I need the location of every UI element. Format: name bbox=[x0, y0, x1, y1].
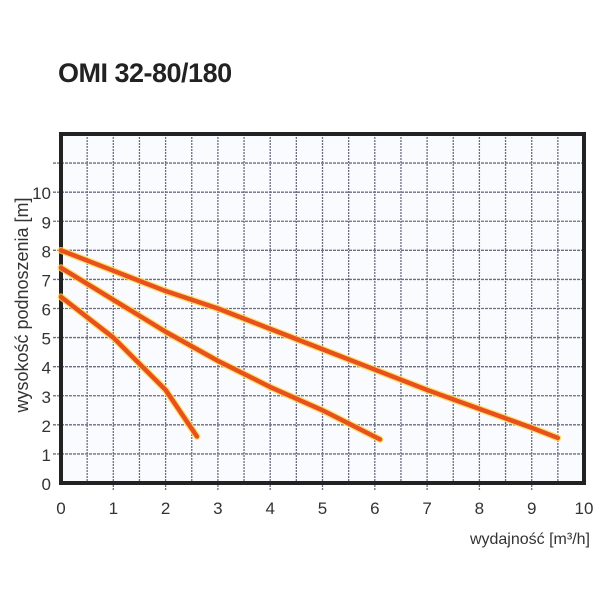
chart-title: OMI 32-80/180 bbox=[58, 58, 232, 88]
y-tick-label: 6 bbox=[42, 301, 51, 320]
y-tick-label: 0 bbox=[42, 475, 51, 494]
x-tick-label: 3 bbox=[213, 499, 222, 518]
pump-curve-line-1 bbox=[58, 294, 200, 439]
y-tick-label: 10 bbox=[32, 184, 51, 203]
pump-curve-line-3 bbox=[58, 248, 561, 441]
y-tick-label: 8 bbox=[42, 242, 51, 261]
pump-curve-line-2 bbox=[58, 265, 383, 442]
x-tick-label: 8 bbox=[475, 499, 484, 518]
x-tick-label: 7 bbox=[422, 499, 431, 518]
y-axis-label: wysokość podnoszenia [m] bbox=[12, 197, 32, 413]
x-tick-label: 1 bbox=[109, 499, 118, 518]
x-tick-label: 10 bbox=[575, 499, 594, 518]
x-tick-label: 0 bbox=[56, 499, 65, 518]
x-tick-label: 5 bbox=[318, 499, 327, 518]
y-tick-label: 9 bbox=[42, 213, 51, 232]
y-tick-label: 5 bbox=[42, 330, 51, 349]
plot-frame bbox=[59, 132, 586, 485]
x-tick-label: 2 bbox=[161, 499, 170, 518]
y-tick-label: 1 bbox=[42, 446, 51, 465]
x-tick-label: 9 bbox=[527, 499, 536, 518]
x-tick-label: 4 bbox=[265, 499, 274, 518]
y-tick-label: 3 bbox=[42, 388, 51, 407]
y-tick-label: 4 bbox=[42, 359, 51, 378]
x-axis-label: wydajność [m³/h] bbox=[469, 531, 590, 548]
x-tick-label: 6 bbox=[370, 499, 379, 518]
y-tick-label: 7 bbox=[42, 271, 51, 290]
y-tick-label: 2 bbox=[42, 417, 51, 436]
